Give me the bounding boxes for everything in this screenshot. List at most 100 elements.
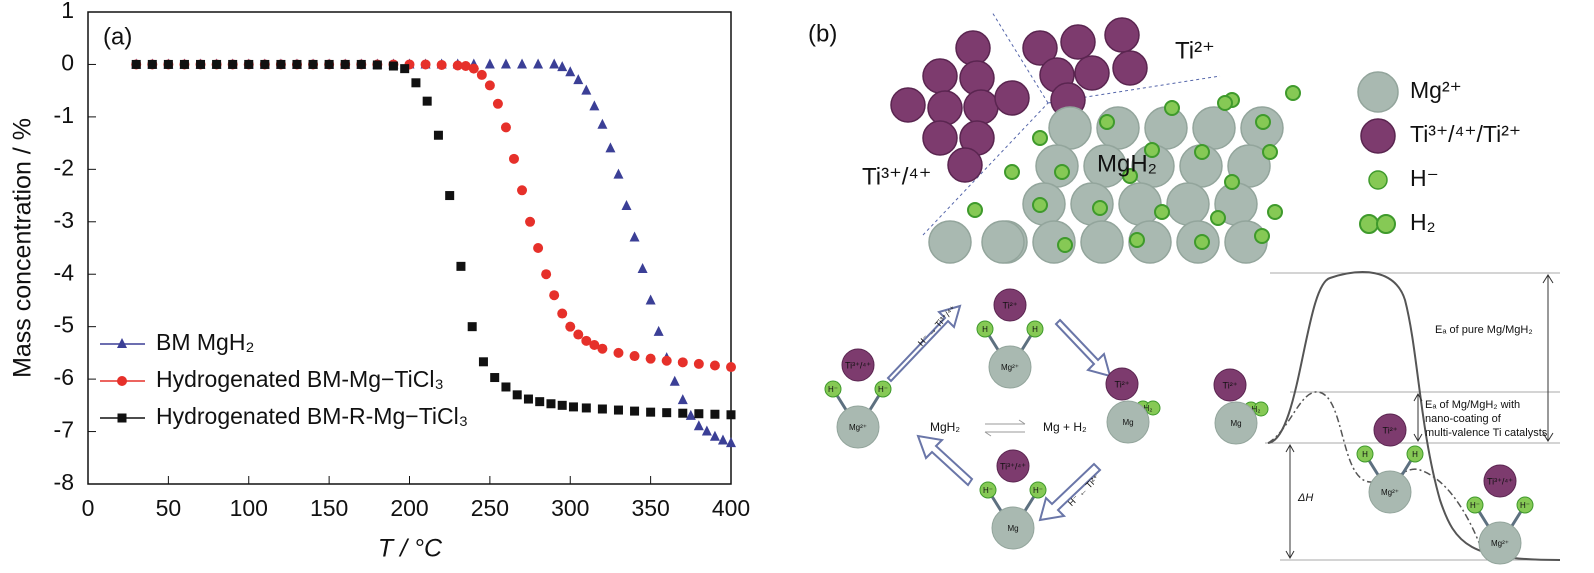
grain-boundary [922, 102, 1049, 236]
ion [1192, 106, 1236, 150]
marker [436, 59, 447, 70]
marker [324, 59, 334, 69]
ion [963, 89, 999, 125]
x-tick-label: 0 [82, 495, 95, 521]
marker [613, 347, 624, 358]
energy-label: ΔH [1297, 492, 1313, 504]
x-tick-label: 150 [310, 495, 348, 521]
legend-marker [1357, 71, 1399, 113]
legend-marker [1368, 170, 1388, 190]
ion [1194, 144, 1210, 160]
legend-label: Hydrogenated BM-R-Mg−TiCl₃ [156, 403, 468, 429]
marker [484, 80, 495, 91]
marker [605, 142, 616, 153]
marker [388, 61, 398, 71]
ion-label: Ti²⁺ [1003, 300, 1018, 310]
ion [1253, 401, 1269, 417]
marker [490, 373, 500, 383]
equilibrium-arrow [984, 419, 1026, 437]
ion [1262, 144, 1278, 160]
arrow [1542, 274, 1554, 442]
legend-label: H⁻ [1410, 165, 1439, 191]
ion-label: Ti³⁺/⁴⁺ [845, 360, 871, 370]
marker [400, 64, 410, 74]
marker [244, 59, 254, 69]
ion [927, 90, 963, 126]
arrow [1054, 318, 1112, 378]
marker [525, 216, 536, 227]
legend-marker [117, 413, 127, 423]
ion [1092, 200, 1108, 216]
marker [653, 325, 664, 336]
equation-text: Mg + H₂ [1043, 420, 1087, 434]
ion-label: H [1412, 450, 1418, 459]
ion [981, 220, 1025, 264]
marker [533, 58, 544, 69]
marker [484, 58, 495, 69]
marker [709, 360, 720, 371]
marker [500, 122, 511, 133]
marker [535, 397, 545, 407]
ion [1057, 237, 1073, 253]
ion-label: Mg [1230, 419, 1241, 428]
ion [1254, 228, 1270, 244]
ion [1004, 164, 1020, 180]
marker [445, 191, 455, 201]
marker [693, 420, 704, 431]
marker [597, 343, 608, 354]
ion-label: Mg [1122, 418, 1133, 427]
ion [947, 147, 983, 183]
legend-label: Hydrogenated BM-Mg−TiCl₃ [156, 366, 444, 392]
marker [356, 59, 366, 69]
marker [541, 269, 552, 280]
marker [678, 408, 688, 418]
legend-label: H₂ [1410, 209, 1436, 235]
ion [1478, 521, 1522, 565]
marker [292, 59, 302, 69]
ion [1267, 204, 1283, 220]
marker [557, 308, 568, 319]
energy-label: Eₐ of Mg/MgH₂ with [1425, 399, 1520, 411]
marker [196, 59, 206, 69]
marker [228, 59, 238, 69]
marker [512, 390, 522, 400]
ion-label: Mg²⁺ [1381, 488, 1399, 497]
marker [573, 74, 584, 85]
marker [533, 243, 544, 253]
ion [1074, 55, 1110, 91]
marker [308, 59, 318, 69]
marker [557, 400, 567, 410]
ion [976, 320, 994, 338]
ion [996, 449, 1030, 483]
grain-boundary [1047, 75, 1221, 104]
ion [928, 220, 972, 264]
marker [629, 231, 640, 242]
marker [710, 409, 720, 419]
marker [549, 290, 560, 301]
ion-label: H₂ [1144, 404, 1153, 413]
marker [163, 59, 173, 69]
ion-label: H₂ [1252, 405, 1261, 414]
y-axis-title: Mass concentration / % [9, 118, 37, 378]
arrow [916, 434, 974, 487]
lattice-label: MgH₂ [1097, 150, 1157, 177]
marker [433, 130, 443, 140]
ion-label: Ti³⁺/⁴⁺ [1487, 476, 1513, 486]
marker [179, 59, 189, 69]
ion [1217, 95, 1233, 111]
ion [1406, 445, 1424, 463]
ion [979, 481, 997, 499]
ion [1129, 232, 1145, 248]
marker [597, 118, 608, 129]
legend-marker [1359, 214, 1379, 234]
ion [1145, 400, 1161, 416]
marker [646, 407, 656, 417]
ion [874, 380, 892, 398]
marker [508, 153, 519, 164]
marker [476, 69, 487, 80]
legend-label: Ti³⁺/⁴⁺/Ti²⁺ [1410, 121, 1521, 147]
ion-label: H [982, 325, 988, 334]
marker [276, 59, 286, 69]
ion-label: Ti²⁺ [1223, 380, 1238, 390]
marker [645, 353, 656, 364]
